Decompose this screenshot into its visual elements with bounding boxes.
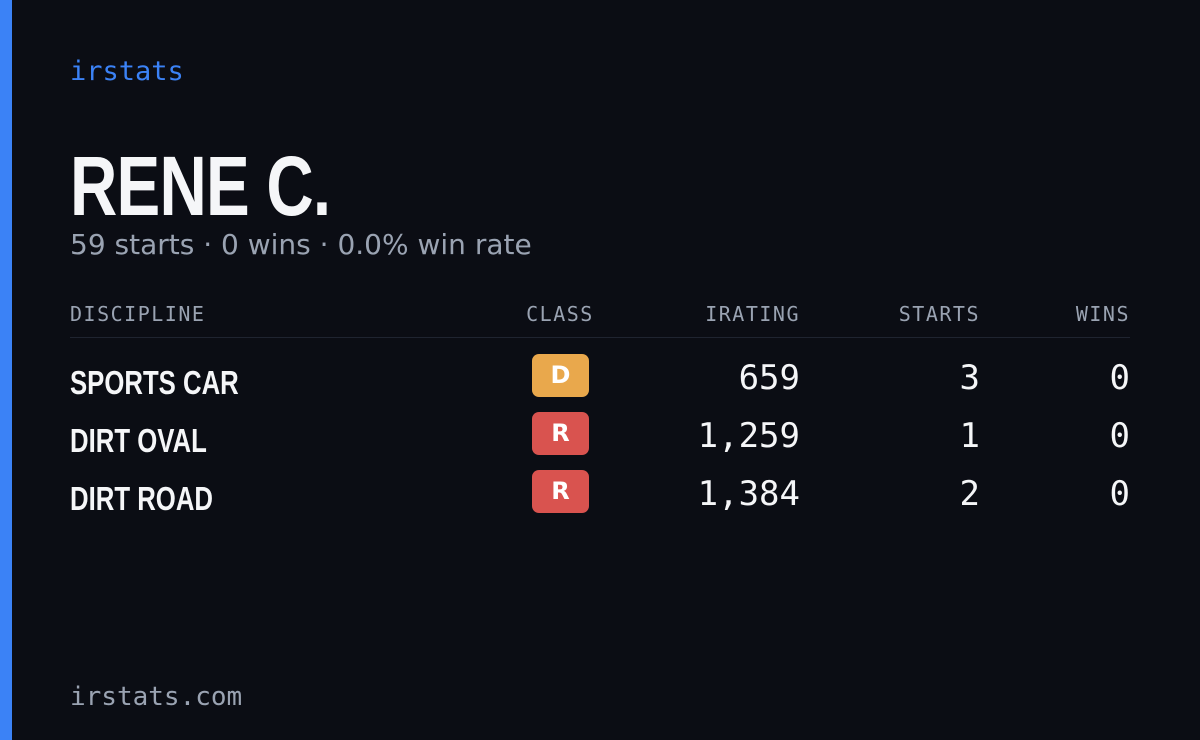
discipline: DIRT ROAD — [70, 480, 213, 517]
wins: 0 — [1109, 358, 1130, 398]
starts: 1 — [959, 416, 980, 456]
class-badge: R — [532, 412, 589, 455]
column-header: CLASS — [526, 302, 594, 326]
column-header: STARTS — [898, 302, 980, 326]
discipline: SPORTS CAR — [70, 364, 239, 401]
wins: 0 — [1109, 416, 1130, 456]
footer-site: irstats.com — [70, 682, 243, 712]
summary: 59 starts · 0 wins · 0.0% win rate — [70, 228, 532, 261]
class-badge: R — [532, 470, 589, 513]
column-header: WINS — [1075, 302, 1130, 326]
irating: 1,259 — [697, 416, 800, 456]
wins: 0 — [1109, 474, 1130, 514]
discipline: DIRT OVAL — [70, 422, 207, 459]
brand: irstats — [70, 56, 184, 87]
header-rule — [70, 337, 1130, 338]
column-header: DISCIPLINE — [70, 302, 206, 326]
driver-name: RENE C. — [70, 139, 331, 233]
accent-bar — [0, 0, 12, 740]
starts: 3 — [959, 358, 980, 398]
class-badge: D — [532, 354, 589, 397]
starts: 2 — [959, 474, 980, 514]
irating: 1,384 — [697, 474, 800, 514]
irating: 659 — [738, 358, 800, 398]
column-header: IRATING — [705, 302, 800, 326]
